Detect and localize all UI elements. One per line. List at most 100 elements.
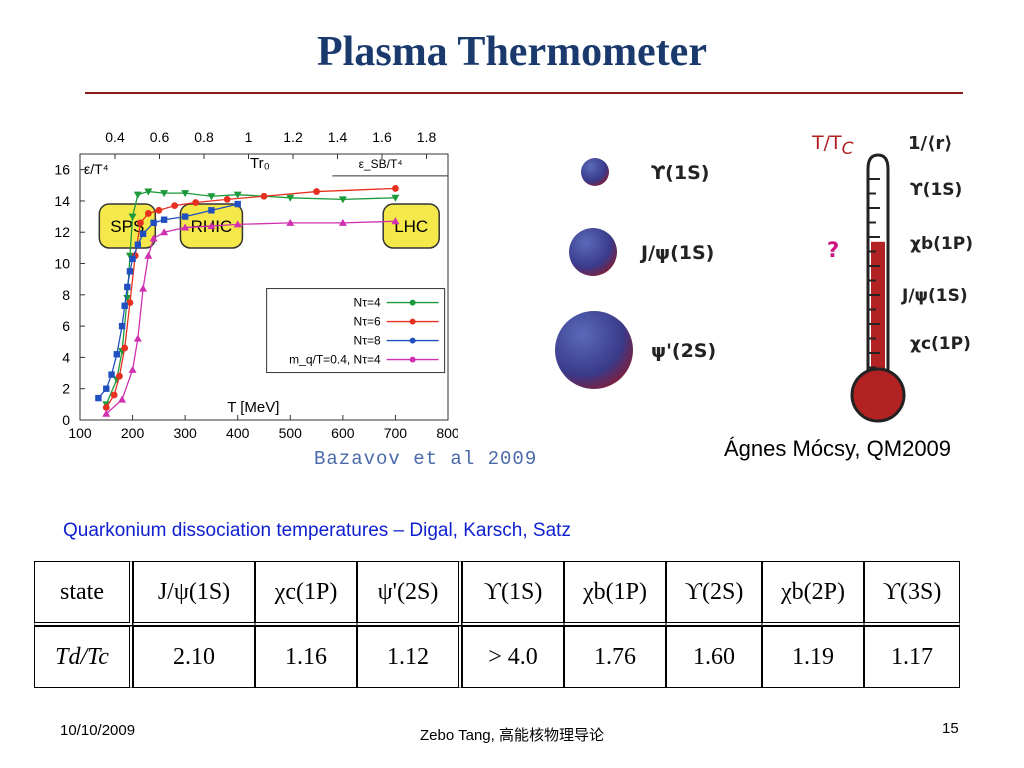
thermo-state-1: χb(1P) bbox=[910, 234, 973, 254]
y-tick-label: 12 bbox=[54, 224, 70, 240]
row-header-td: Td/Tc bbox=[34, 626, 133, 688]
data-point bbox=[181, 213, 189, 220]
thermo-state-3: χc(1P) bbox=[910, 334, 971, 354]
x-tick-label: 100 bbox=[68, 425, 92, 441]
data-point bbox=[103, 385, 110, 392]
thermo-state-0: ϒ(1S) bbox=[910, 180, 962, 200]
top-tick-label: 1.4 bbox=[328, 129, 348, 145]
table-row-state: state J/ψ(1S) χc(1P) ψ'(2S) ϒ(1S) χb(1P)… bbox=[34, 561, 960, 626]
upsilon-sphere bbox=[581, 158, 609, 186]
quark-label-0: ϒ(1S) bbox=[651, 162, 709, 184]
cell-td: 1.19 bbox=[762, 626, 864, 688]
x-tick-label: 600 bbox=[331, 425, 355, 441]
y-axis-label: ε/T⁴ bbox=[84, 161, 109, 177]
data-point bbox=[139, 284, 148, 292]
data-point bbox=[144, 188, 153, 196]
thermo-right-header: 1/⟨r⟩ bbox=[908, 133, 952, 154]
legend-label-1: Nτ=6 bbox=[354, 315, 381, 329]
cell-td: > 4.0 bbox=[462, 626, 564, 688]
data-point bbox=[116, 372, 123, 380]
data-point bbox=[118, 322, 126, 330]
y-tick-label: 4 bbox=[62, 349, 70, 365]
x-tick-label: 300 bbox=[173, 425, 197, 441]
top-tick-label: 1.8 bbox=[417, 129, 437, 145]
y-tick-label: 10 bbox=[54, 256, 70, 272]
data-point bbox=[139, 230, 147, 237]
footer-page-number: 15 bbox=[942, 720, 959, 737]
data-point bbox=[102, 409, 111, 417]
quark-label-1: J/ψ(1S) bbox=[639, 242, 714, 264]
cell-td: 1.16 bbox=[255, 626, 357, 688]
cell-td: 1.60 bbox=[666, 626, 762, 688]
y-tick-label: 6 bbox=[62, 318, 70, 334]
x-tick-label: 700 bbox=[384, 425, 408, 441]
slide-title: Plasma Thermometer bbox=[317, 29, 707, 75]
data-point bbox=[160, 190, 169, 198]
data-point bbox=[150, 219, 157, 227]
x-tick-label: 800 bbox=[436, 425, 458, 441]
data-point bbox=[108, 371, 115, 378]
data-point bbox=[128, 213, 137, 221]
y-tick-label: 14 bbox=[54, 193, 70, 209]
data-point bbox=[286, 218, 295, 226]
cell-td: 1.76 bbox=[564, 626, 666, 688]
table-caption: Quarkonium dissociation temperatures – D… bbox=[63, 520, 571, 541]
data-point bbox=[118, 395, 127, 403]
data-point bbox=[129, 255, 136, 263]
data-point bbox=[126, 299, 134, 307]
thermo-bulb bbox=[850, 367, 906, 423]
data-point bbox=[137, 219, 144, 227]
data-point bbox=[134, 241, 142, 248]
cell-td: 1.12 bbox=[357, 626, 462, 688]
y-tick-label: 16 bbox=[54, 162, 70, 178]
thermometer-graphic: T/TC 1/⟨r⟩ ? ϒ(1S) χb(1P) J/ψ(1S) χc(1P) bbox=[811, 132, 973, 423]
data-point bbox=[286, 194, 295, 202]
legend-label-3: m_q/T=0.4, Nτ=4 bbox=[289, 353, 381, 367]
data-point bbox=[144, 210, 152, 217]
cell-td: 2.10 bbox=[133, 626, 255, 688]
data-point bbox=[144, 251, 153, 259]
data-point bbox=[124, 283, 131, 291]
cell-state: ϒ(2S) bbox=[666, 561, 762, 626]
cell-state: χb(2P) bbox=[762, 561, 864, 626]
data-point bbox=[133, 334, 142, 342]
data-point bbox=[338, 218, 347, 226]
cell-state: ψ'(2S) bbox=[357, 561, 462, 626]
top-axis-label: Tr₀ bbox=[250, 155, 270, 172]
data-point bbox=[181, 190, 190, 198]
thermo-question: ? bbox=[827, 238, 839, 262]
legend-marker-0 bbox=[409, 299, 416, 306]
data-point bbox=[208, 207, 215, 214]
top-tick-label: 0.6 bbox=[150, 129, 170, 145]
jpsi-sphere bbox=[569, 228, 617, 276]
data-point bbox=[110, 391, 118, 399]
top-tick-label: 0.4 bbox=[105, 129, 125, 145]
cell-state: χc(1P) bbox=[255, 561, 357, 626]
top-tick-label: 1.2 bbox=[283, 129, 303, 145]
data-point bbox=[128, 365, 137, 373]
data-point bbox=[260, 192, 268, 200]
x-tick-label: 200 bbox=[121, 425, 145, 441]
region-label-lhc: LHC bbox=[394, 217, 428, 236]
data-point bbox=[126, 268, 134, 275]
series-line-2 bbox=[97, 203, 238, 399]
top-tick-label: 1.6 bbox=[372, 129, 392, 145]
top-tick-label: 1 bbox=[245, 129, 253, 145]
cell-state: ϒ(3S) bbox=[864, 561, 960, 626]
row-header-state: state bbox=[34, 561, 133, 626]
data-point bbox=[181, 223, 190, 231]
data-point bbox=[392, 185, 399, 192]
data-point bbox=[95, 394, 102, 402]
data-point bbox=[234, 200, 241, 208]
cell-state: χb(1P) bbox=[564, 561, 666, 626]
data-point bbox=[133, 191, 142, 199]
psiprime-sphere bbox=[555, 311, 633, 389]
data-point bbox=[121, 344, 129, 352]
title-divider bbox=[85, 92, 963, 94]
data-point bbox=[233, 191, 242, 199]
data-point bbox=[171, 202, 179, 210]
thermo-state-2: J/ψ(1S) bbox=[901, 286, 968, 306]
thermo-mercury bbox=[871, 241, 885, 383]
chart-credit: Bazavov et al 2009 bbox=[314, 448, 538, 470]
table-row-td: Td/Tc 2.10 1.16 1.12 > 4.0 1.76 1.60 1.1… bbox=[34, 626, 960, 688]
